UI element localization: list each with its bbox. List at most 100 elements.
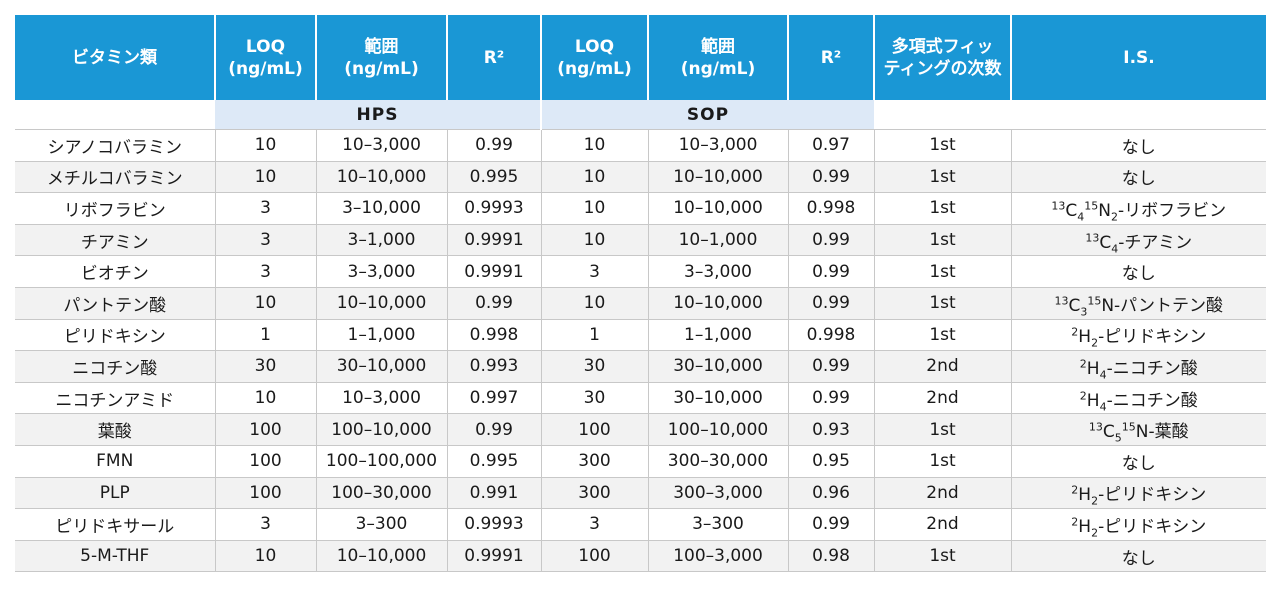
is-sup1: 2 [1071,515,1079,529]
hps-loq-cell: 3 [215,192,317,225]
is-sub1: 4 [1099,368,1107,382]
is-sup1: 13 [1051,199,1066,213]
is-text: なし [1121,548,1156,569]
sop-range-cell: 1–1,000 [648,318,789,351]
table-row: メチルコバラミン 10 10–10,000 0.995 10 10–10,000 0.99 1… [15,160,1266,193]
hps-range-cell: 3–3,000 [316,255,448,288]
vitamin-name-cell: シアノコバラミン [15,129,216,162]
sop-r2-cell: 0.93 [788,413,875,446]
is-el2: N [1101,295,1115,316]
sop-range-cell: 100–3,000 [648,539,789,573]
header-internal-standard: I.S. [1011,15,1266,100]
table-row: パントテン酸 10 10–10,000 0.99 10 10–10,000 0.99 1st 1… [15,286,1266,320]
table-row: シアノコバラミン 10 10–3,000 0.99 10 10–3,000 0.97 1st な… [15,129,1266,162]
is-sup1: 13 [1054,294,1069,308]
sop-r2-cell: 0.99 [788,160,875,193]
header-row: ビタミン類 LOQ (ng/mL) 範囲 (ng/mL) R² LOQ (ng/… [15,15,1266,100]
hps-r2-cell: 0.99 [447,129,542,162]
sop-range-cell: 300–3,000 [648,476,789,509]
sop-r2-cell: 0.99 [788,508,875,541]
hps-r2-cell: 0.991 [447,476,542,509]
vitamin-quantitation-table: ビタミン類 LOQ (ng/mL) 範囲 (ng/mL) R² LOQ (ng/… [15,15,1266,573]
internal-standard-cell: 2H2-ピリドキシン [1011,476,1266,509]
hps-loq-cell: 100 [215,444,317,478]
vitamin-name-cell: FMN [15,444,216,478]
table-row: 葉酸 100 100–10,000 0.99 100 100–10,000 0.93 1st 1… [15,413,1266,446]
sop-r2-cell: 0.998 [788,192,875,225]
is-text: -ピリドキシン [1098,516,1207,537]
hps-r2-cell: 0.99 [447,286,542,320]
is-el1: H [1078,516,1092,537]
table-row: PLP 100 100–30,000 0.991 300 300–3,000 0.96 2nd… [15,476,1266,509]
sop-range-cell: 10–10,000 [648,286,789,320]
hps-loq-cell: 10 [215,160,317,193]
header-vitamin: ビタミン類 [15,15,216,100]
is-sup2: 15 [1087,294,1102,308]
vitamin-name-cell: 5-M-THF [15,539,216,573]
internal-standard-cell: なし [1011,444,1266,478]
sop-range-cell: 3–3,000 [648,255,789,288]
hps-range-cell: 100–10,000 [316,413,448,446]
hps-range-cell: 3–300 [316,508,448,541]
is-sub1: 5 [1114,431,1122,445]
hps-loq-cell: 3 [215,508,317,541]
internal-standard-cell: 2H2-ピリドキシン [1011,318,1266,351]
table-row: ピリドキサール 3 3–300 0.9993 3 3–300 0.99 2nd 2H2-ピリドキ… [15,508,1266,541]
sop-r2-cell: 0.97 [788,129,875,162]
sop-r2-cell: 0.99 [788,255,875,288]
hps-loq-cell: 10 [215,381,317,414]
poly-order-cell: 1st [874,539,1012,573]
is-el1: H [1078,485,1092,506]
vitamin-name-cell: パントテン酸 [15,286,216,320]
sop-loq-cell: 10 [540,160,649,193]
poly-order-cell: 2nd [874,381,1012,414]
group-sop: SOP [541,100,874,130]
hps-loq-cell: 1 [215,318,317,351]
poly-order-cell: 1st [874,129,1012,162]
sop-loq-cell: 30 [540,381,649,414]
sop-r2-cell: 0.99 [788,381,875,414]
table-body: シアノコバラミン 10 10–3,000 0.99 10 10–3,000 0.97 1st な… [15,129,1266,573]
hps-r2-cell: 0.9991 [447,223,542,256]
sop-r2-cell: 0.98 [788,539,875,573]
group-band: HPS SOP [15,100,1266,130]
hps-r2-cell: 0.993 [447,350,542,383]
internal-standard-cell: 2H2-ピリドキシン [1011,508,1266,541]
sop-loq-cell: 300 [540,444,649,478]
is-el1: C [1065,200,1078,221]
sop-range-cell: 10–3,000 [648,129,789,162]
sop-range-cell: 30–10,000 [648,350,789,383]
hps-range-cell: 10–3,000 [316,381,448,414]
poly-order-cell: 2nd [874,476,1012,509]
sop-r2-cell: 0.998 [788,318,875,351]
poly-order-cell: 1st [874,160,1012,193]
hps-range-cell: 100–30,000 [316,476,448,509]
hps-r2-cell: 0.998 [447,318,542,351]
is-sup1: 13 [1088,420,1103,434]
vitamin-name-cell: ニコチンアミド [15,381,216,414]
internal-standard-cell: なし [1011,129,1266,162]
sop-loq-cell: 100 [540,539,649,573]
poly-order-cell: 1st [874,318,1012,351]
vitamin-name-cell: ピリドキシン [15,318,216,351]
vitamin-name-cell: ビオチン [15,255,216,288]
hps-r2-cell: 0.9993 [447,508,542,541]
hps-loq-cell: 10 [215,129,317,162]
hps-range-cell: 10–10,000 [316,539,448,573]
is-sub1: 3 [1080,305,1088,319]
poly-order-cell: 2nd [874,508,1012,541]
header-range-hps: 範囲 (ng/mL) [316,15,448,100]
hps-range-cell: 3–10,000 [316,192,448,225]
hps-loq-cell: 100 [215,413,317,446]
is-text: -葉酸 [1148,422,1189,443]
internal-standard-cell: 13C4-チアミン [1011,223,1266,256]
table-header: ビタミン類 LOQ (ng/mL) 範囲 (ng/mL) R² LOQ (ng/… [15,15,1266,100]
sop-r2-cell: 0.99 [788,350,875,383]
internal-standard-cell: 13C515N-葉酸 [1011,413,1266,446]
sop-loq-cell: 10 [540,286,649,320]
is-sub1: 2 [1091,494,1099,508]
hps-range-cell: 10–10,000 [316,286,448,320]
sop-loq-cell: 100 [540,413,649,446]
poly-order-cell: 1st [874,444,1012,478]
hps-r2-cell: 0.9993 [447,192,542,225]
